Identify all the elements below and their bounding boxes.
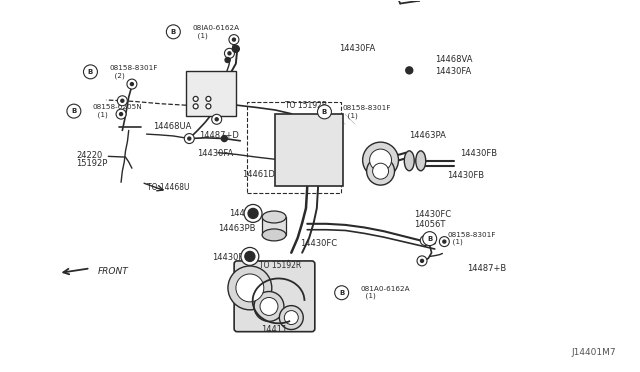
Circle shape <box>370 149 392 171</box>
Text: 08158-8301F
  (1): 08158-8301F (1) <box>342 105 391 119</box>
Circle shape <box>206 96 211 102</box>
Text: TO 15192R: TO 15192R <box>285 101 327 110</box>
Circle shape <box>206 104 211 109</box>
Circle shape <box>193 96 198 102</box>
Circle shape <box>212 114 221 124</box>
Text: 14430FB: 14430FB <box>447 171 484 180</box>
Text: 14487+B: 14487+B <box>467 264 506 273</box>
Circle shape <box>363 142 399 178</box>
Text: 14430FA: 14430FA <box>339 44 376 53</box>
Circle shape <box>193 104 198 109</box>
Circle shape <box>443 240 446 243</box>
Circle shape <box>284 311 298 324</box>
Circle shape <box>120 113 122 116</box>
Text: 08158-8301F
  (2): 08158-8301F (2) <box>110 65 158 78</box>
Text: 14430FA: 14430FA <box>198 149 234 158</box>
Circle shape <box>279 306 303 330</box>
Text: 14430F: 14430F <box>230 209 260 218</box>
Circle shape <box>117 96 127 106</box>
Text: TO 15192R: TO 15192R <box>259 261 301 270</box>
Circle shape <box>228 266 272 310</box>
Circle shape <box>439 237 449 247</box>
Text: 14430FA: 14430FA <box>435 67 471 76</box>
Circle shape <box>121 99 124 102</box>
Circle shape <box>248 208 258 218</box>
Circle shape <box>83 65 97 79</box>
Text: 14430FC: 14430FC <box>300 239 337 248</box>
Text: 24220: 24220 <box>76 151 102 160</box>
Circle shape <box>420 259 424 262</box>
Text: 08158-6205N
  (1): 08158-6205N (1) <box>93 105 143 118</box>
Circle shape <box>232 38 236 41</box>
Bar <box>246 102 341 193</box>
Text: 14430FC: 14430FC <box>414 211 451 219</box>
Text: 08IA0-6162A
  (1): 08IA0-6162A (1) <box>193 25 240 39</box>
Text: 14430F: 14430F <box>212 253 243 262</box>
Circle shape <box>420 235 430 246</box>
Circle shape <box>215 118 218 121</box>
Circle shape <box>406 67 413 74</box>
Text: B: B <box>71 108 77 114</box>
Ellipse shape <box>262 229 286 241</box>
Text: 14463PB: 14463PB <box>218 224 255 233</box>
Circle shape <box>260 298 278 315</box>
Ellipse shape <box>404 151 414 171</box>
Text: 14487+D: 14487+D <box>199 131 239 141</box>
Circle shape <box>317 105 332 119</box>
Text: 15192P: 15192P <box>76 158 108 167</box>
Circle shape <box>232 45 239 52</box>
Text: 14463PA: 14463PA <box>409 131 446 141</box>
Bar <box>262 217 286 235</box>
Text: 081A0-6162A
  (1): 081A0-6162A (1) <box>360 286 410 299</box>
Text: 14411: 14411 <box>261 325 287 334</box>
Circle shape <box>127 79 137 89</box>
Text: B: B <box>322 109 327 115</box>
Text: 14461D: 14461D <box>242 170 275 179</box>
FancyBboxPatch shape <box>275 114 343 186</box>
Circle shape <box>188 137 191 140</box>
Circle shape <box>116 109 126 119</box>
Bar <box>186 71 236 116</box>
Text: 14056T: 14056T <box>414 221 445 230</box>
Text: B: B <box>88 69 93 75</box>
Circle shape <box>225 48 234 58</box>
Circle shape <box>184 134 195 144</box>
Text: B: B <box>427 235 432 242</box>
Text: 14430FB: 14430FB <box>460 149 497 158</box>
Circle shape <box>244 205 262 222</box>
Ellipse shape <box>262 211 286 223</box>
Circle shape <box>228 52 231 55</box>
Circle shape <box>241 247 259 265</box>
Text: TO 14468U: TO 14468U <box>147 183 189 192</box>
Text: J14401M7: J14401M7 <box>572 348 616 357</box>
Circle shape <box>245 251 255 262</box>
Circle shape <box>417 256 427 266</box>
Circle shape <box>372 163 388 179</box>
Circle shape <box>335 286 349 300</box>
Text: FRONT: FRONT <box>98 267 129 276</box>
Circle shape <box>367 157 394 185</box>
Circle shape <box>236 274 264 302</box>
Circle shape <box>229 35 239 45</box>
Circle shape <box>131 83 133 86</box>
Circle shape <box>67 104 81 118</box>
Ellipse shape <box>416 151 426 171</box>
Circle shape <box>225 58 230 62</box>
Circle shape <box>254 292 284 321</box>
Circle shape <box>221 135 227 142</box>
Circle shape <box>422 232 436 246</box>
Text: B: B <box>171 29 176 35</box>
Text: 14468VA: 14468VA <box>435 55 472 64</box>
Text: B: B <box>339 290 344 296</box>
Text: 14468UA: 14468UA <box>153 122 191 131</box>
Circle shape <box>166 25 180 39</box>
FancyBboxPatch shape <box>234 261 315 332</box>
Circle shape <box>424 239 427 242</box>
Text: 08158-8301F
  (1): 08158-8301F (1) <box>448 232 496 246</box>
